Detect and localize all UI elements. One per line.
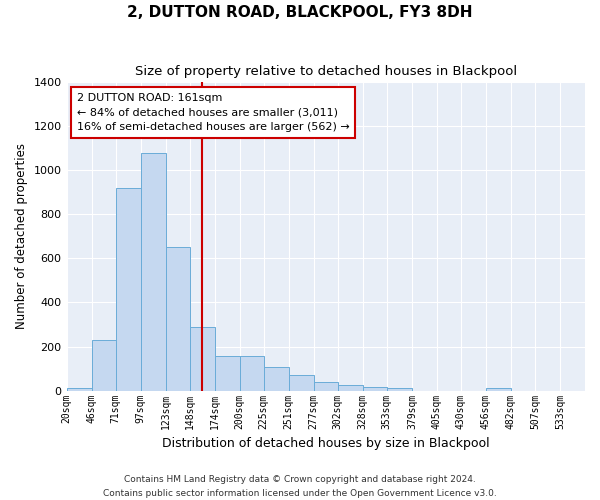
Text: 2, DUTTON ROAD, BLACKPOOL, FY3 8DH: 2, DUTTON ROAD, BLACKPOOL, FY3 8DH (127, 5, 473, 20)
Y-axis label: Number of detached properties: Number of detached properties (15, 144, 28, 330)
Bar (140, 152, 166, 390)
Bar (387, 388, 412, 390)
Text: 2 DUTTON ROAD: 161sqm
← 84% of detached houses are smaller (3,011)
16% of semi-d: 2 DUTTON ROAD: 161sqm ← 84% of detached … (77, 92, 350, 132)
Bar (338, 385, 363, 390)
Bar (264, 368, 289, 390)
Bar (116, 188, 140, 390)
Bar (363, 388, 387, 390)
Bar (314, 382, 338, 390)
X-axis label: Distribution of detached houses by size in Blackpool: Distribution of detached houses by size … (162, 437, 490, 450)
Title: Size of property relative to detached houses in Blackpool: Size of property relative to detached ho… (135, 65, 517, 78)
Bar (92, 340, 116, 390)
Bar (67, 388, 92, 390)
Bar (215, 356, 239, 390)
Bar (239, 356, 264, 390)
Bar (289, 375, 314, 390)
Text: Contains HM Land Registry data © Crown copyright and database right 2024.
Contai: Contains HM Land Registry data © Crown c… (103, 476, 497, 498)
Bar (190, 326, 215, 390)
Bar (166, 248, 190, 390)
Bar (486, 388, 511, 390)
